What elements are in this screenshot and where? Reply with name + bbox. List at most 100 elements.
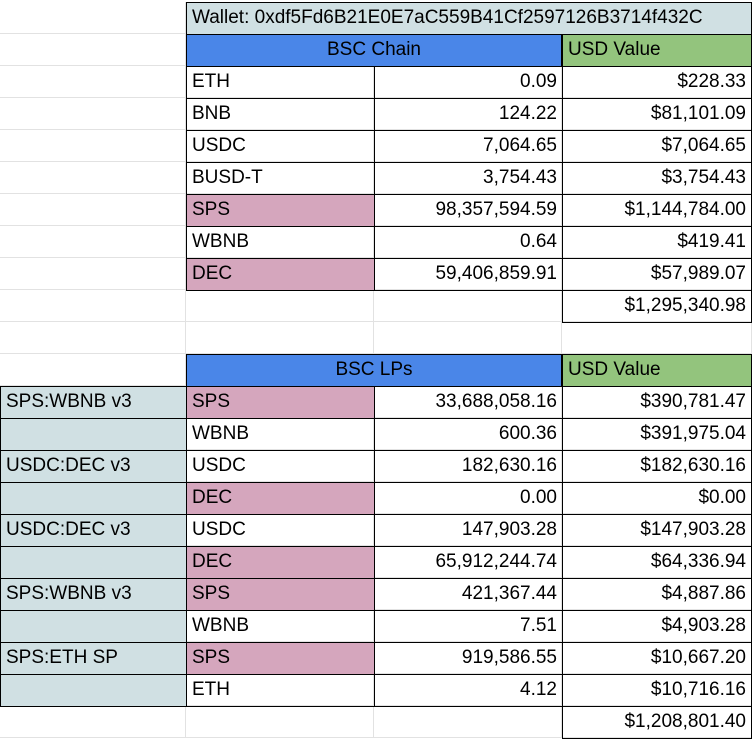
- grid-cell[interactable]: [186, 290, 374, 322]
- grid-cell[interactable]: [374, 66, 562, 98]
- lp-header-name[interactable]: BSC LPs: [186, 354, 562, 387]
- grid-cell[interactable]: [186, 706, 374, 738]
- chain-usd-cell[interactable]: $419.41: [562, 226, 752, 259]
- lp-usd-cell[interactable]: $0.00: [562, 482, 752, 515]
- grid-cell[interactable]: [0, 98, 186, 130]
- lp-usd-cell[interactable]: $4,887.86: [562, 578, 752, 611]
- lp-usd-cell[interactable]: $147,903.28: [562, 514, 752, 547]
- grid-cell[interactable]: [374, 450, 562, 482]
- lp-token-cell[interactable]: ETH: [186, 674, 375, 707]
- lp-token-cell[interactable]: USDC: [186, 450, 375, 483]
- grid-cell[interactable]: [374, 322, 562, 354]
- chain-usd-cell[interactable]: $81,101.09: [562, 98, 752, 131]
- grid-cell[interactable]: [186, 226, 374, 258]
- chain-amount-cell[interactable]: 124.22: [374, 98, 563, 131]
- lp-token-cell[interactable]: DEC: [186, 482, 375, 515]
- chain-usd-cell[interactable]: $228.33: [562, 66, 752, 99]
- lp-pool-cell[interactable]: [0, 482, 187, 515]
- chain-amount-cell[interactable]: 7,064.65: [374, 130, 563, 163]
- lp-pool-cell[interactable]: [0, 418, 187, 451]
- grid-cell[interactable]: [0, 162, 186, 194]
- grid-cell[interactable]: [374, 706, 562, 738]
- lp-pool-cell[interactable]: SPS:WBNB v3: [0, 578, 187, 611]
- lp-amount-cell[interactable]: 33,688,058.16: [374, 386, 563, 419]
- chain-token-cell[interactable]: BUSD-T: [186, 162, 375, 195]
- lp-amount-cell[interactable]: 919,586.55: [374, 642, 563, 675]
- chain-amount-cell[interactable]: 0.09: [374, 66, 563, 99]
- lp-token-cell[interactable]: USDC: [186, 514, 375, 547]
- lp-amount-cell[interactable]: 421,367.44: [374, 578, 563, 611]
- grid-cell[interactable]: [374, 130, 562, 162]
- grid-cell[interactable]: [0, 66, 186, 98]
- lp-total-cell[interactable]: $1,208,801.40: [562, 706, 752, 739]
- grid-cell[interactable]: [374, 610, 562, 642]
- grid-cell[interactable]: [186, 610, 374, 642]
- grid-cell[interactable]: [374, 514, 562, 546]
- lp-amount-cell[interactable]: 65,912,244.74: [374, 546, 563, 579]
- grid-cell[interactable]: [374, 418, 562, 450]
- chain-token-cell[interactable]: BNB: [186, 98, 375, 131]
- chain-token-cell[interactable]: SPS: [186, 194, 375, 227]
- chain-usd-cell[interactable]: $57,989.07: [562, 258, 752, 291]
- grid-cell[interactable]: [374, 258, 562, 290]
- chain-amount-cell[interactable]: 0.64: [374, 226, 563, 259]
- lp-usd-cell[interactable]: $391,975.04: [562, 418, 752, 451]
- grid-cell[interactable]: [0, 194, 186, 226]
- lp-amount-cell[interactable]: 147,903.28: [374, 514, 563, 547]
- lp-amount-cell[interactable]: 600.36: [374, 418, 563, 451]
- lp-pool-cell[interactable]: SPS:ETH SP: [0, 642, 187, 675]
- grid-cell[interactable]: [186, 130, 374, 162]
- grid-cell[interactable]: [186, 674, 374, 706]
- lp-token-cell[interactable]: WBNB: [186, 610, 375, 643]
- lp-pool-cell[interactable]: [0, 610, 187, 643]
- chain-usd-cell[interactable]: $7,064.65: [562, 130, 752, 163]
- chain-token-cell[interactable]: USDC: [186, 130, 375, 163]
- lp-amount-cell[interactable]: 4.12: [374, 674, 563, 707]
- lp-usd-cell[interactable]: $64,336.94: [562, 546, 752, 579]
- lp-token-cell[interactable]: WBNB: [186, 418, 375, 451]
- lp-usd-cell[interactable]: $182,630.16: [562, 450, 752, 483]
- grid-cell[interactable]: [186, 322, 374, 354]
- lp-usd-cell[interactable]: $10,716.16: [562, 674, 752, 707]
- grid-cell[interactable]: [0, 322, 186, 354]
- lp-header-usd[interactable]: USD Value: [562, 354, 752, 387]
- grid-cell[interactable]: [186, 450, 374, 482]
- grid-cell[interactable]: [374, 642, 562, 674]
- lp-pool-cell[interactable]: [0, 546, 187, 579]
- grid-cell[interactable]: [0, 258, 186, 290]
- grid-cell[interactable]: [374, 578, 562, 610]
- grid-cell[interactable]: [374, 386, 562, 418]
- chain-usd-cell[interactable]: $3,754.43: [562, 162, 752, 195]
- lp-usd-cell[interactable]: $390,781.47: [562, 386, 752, 419]
- grid-cell[interactable]: [374, 482, 562, 514]
- chain-usd-cell[interactable]: $1,144,784.00: [562, 194, 752, 227]
- grid-cell[interactable]: [374, 98, 562, 130]
- grid-cell[interactable]: [374, 546, 562, 578]
- chain-token-cell[interactable]: DEC: [186, 258, 375, 291]
- grid-cell[interactable]: [0, 130, 186, 162]
- grid-cell[interactable]: [374, 674, 562, 706]
- lp-pool-cell[interactable]: USDC:DEC v3: [0, 450, 187, 483]
- lp-token-cell[interactable]: SPS: [186, 386, 375, 419]
- grid-cell[interactable]: [0, 706, 186, 738]
- chain-amount-cell[interactable]: 59,406,859.91: [374, 258, 563, 291]
- chain-amount-cell[interactable]: 98,357,594.59: [374, 194, 563, 227]
- grid-cell[interactable]: [0, 354, 186, 386]
- lp-token-cell[interactable]: SPS: [186, 642, 375, 675]
- lp-token-cell[interactable]: DEC: [186, 546, 375, 579]
- grid-cell[interactable]: [186, 162, 374, 194]
- chain-token-cell[interactable]: WBNB: [186, 226, 375, 259]
- lp-token-cell[interactable]: SPS: [186, 578, 375, 611]
- chain-token-cell[interactable]: ETH: [186, 66, 375, 99]
- grid-cell[interactable]: [374, 290, 562, 322]
- lp-pool-cell[interactable]: USDC:DEC v3: [0, 514, 187, 547]
- lp-usd-cell[interactable]: $10,667.20: [562, 642, 752, 675]
- grid-cell[interactable]: [0, 290, 186, 322]
- grid-cell[interactable]: [186, 98, 374, 130]
- chain-amount-cell[interactable]: 3,754.43: [374, 162, 563, 195]
- lp-pool-cell[interactable]: SPS:WBNB v3: [0, 386, 187, 419]
- lp-pool-cell[interactable]: [0, 674, 187, 707]
- lp-amount-cell[interactable]: 7.51: [374, 610, 563, 643]
- wallet-address-cell[interactable]: Wallet: 0xdf5Fd6B21E0E7aC559B41Cf2597126…: [186, 2, 752, 35]
- lp-usd-cell[interactable]: $4,903.28: [562, 610, 752, 643]
